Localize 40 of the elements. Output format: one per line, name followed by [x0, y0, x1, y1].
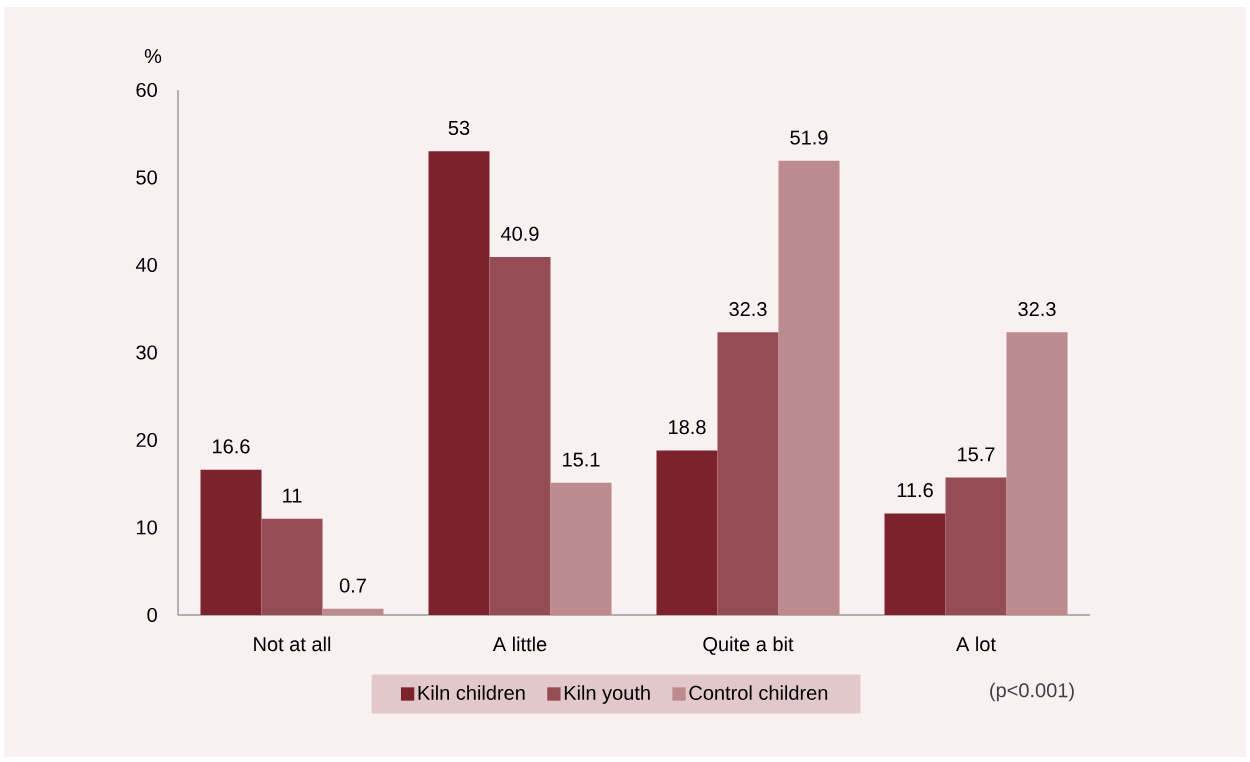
data-label: 15.7	[958, 447, 995, 462]
data-label: 40.9	[501, 226, 539, 241]
bar	[322, 608, 384, 615]
data-label: 11	[283, 488, 302, 503]
data-label: 15.1	[563, 452, 600, 467]
bar	[884, 513, 946, 615]
bar	[489, 257, 551, 615]
y-tick-label: 20	[136, 432, 157, 448]
bar	[1006, 332, 1068, 615]
legend-label: Kiln youth	[564, 685, 650, 704]
x-tick-label: A little	[492, 636, 547, 652]
bar	[261, 518, 323, 615]
y-tick-label: 10	[137, 520, 157, 535]
x-tick-label: A lot	[956, 636, 996, 652]
bar	[656, 450, 718, 615]
data-label: 51.9	[790, 130, 828, 145]
data-label: 16.6	[213, 439, 250, 454]
x-tick-label: Not at all	[254, 636, 331, 652]
bar	[717, 332, 779, 615]
y-tick-label: 40	[135, 257, 157, 273]
y-axis-title: %	[144, 49, 162, 64]
bar	[550, 482, 612, 615]
bar	[778, 160, 840, 615]
y-tick-label: 0	[147, 607, 157, 623]
bar	[945, 477, 1007, 615]
data-label: 32.3	[729, 301, 767, 317]
data-label: 18.8	[669, 420, 706, 435]
text: (p<0.001)	[990, 682, 1074, 702]
legend-label: Control children	[689, 685, 828, 700]
bar	[200, 469, 262, 615]
data-label: 11.6	[897, 483, 933, 498]
data-label: 0.7	[339, 578, 366, 593]
data-label: 53	[448, 120, 470, 135]
y-tick-label: 60	[136, 82, 157, 98]
bar	[428, 151, 490, 615]
y-tick-label: 30	[136, 345, 157, 360]
data-label: 32.3	[1018, 301, 1056, 317]
x-tick-label: Quite a bit	[703, 636, 794, 655]
y-tick-label: 50	[136, 170, 157, 185]
legend-label: Kiln children	[418, 685, 525, 700]
